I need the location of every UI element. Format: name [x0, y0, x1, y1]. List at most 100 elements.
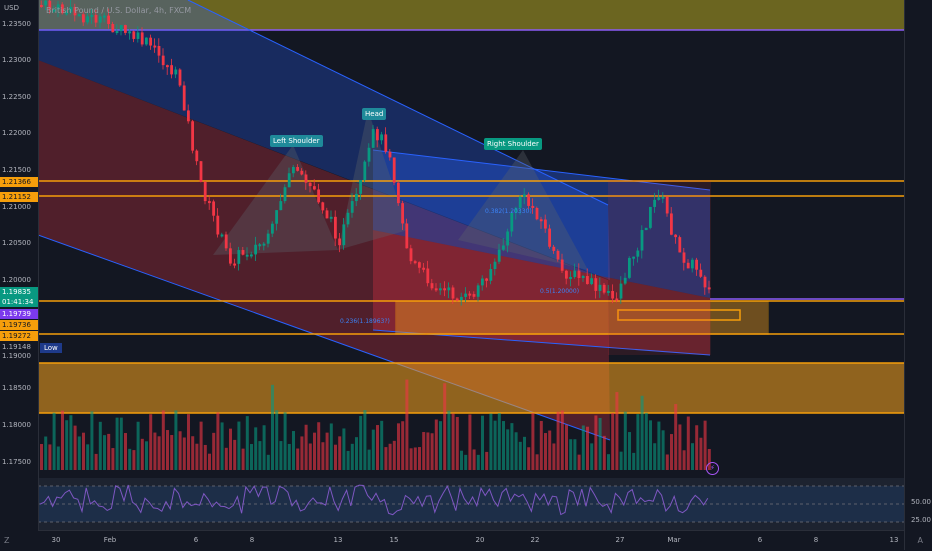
- volume-bar: [682, 450, 686, 470]
- zoom-button[interactable]: Z: [4, 536, 10, 545]
- price-axis[interactable]: USD 1.23500 1.23000 1.22500 1.22000 1.21…: [0, 0, 39, 550]
- volume-bar: [535, 454, 539, 470]
- volume-bar: [346, 450, 350, 470]
- time-tick: 8: [813, 536, 819, 544]
- candle-body: [103, 15, 106, 18]
- candle-body: [527, 194, 530, 206]
- volume-bar: [556, 411, 560, 470]
- volume-bar: [699, 437, 703, 470]
- volume-bar: [413, 447, 417, 470]
- candle-body: [552, 246, 556, 251]
- candle-body: [539, 219, 543, 222]
- volume-bar: [203, 444, 207, 470]
- volume-bar: [132, 450, 136, 470]
- volume-bar: [279, 441, 283, 470]
- candle-body: [82, 14, 85, 23]
- volume-bar: [262, 425, 266, 470]
- candle-body: [640, 230, 644, 251]
- volume-bar: [602, 435, 606, 470]
- volume-bar: [338, 436, 342, 470]
- candle-body: [363, 161, 367, 181]
- candle-body: [413, 261, 417, 264]
- volume-bar: [430, 433, 434, 470]
- volume-bar: [250, 444, 253, 470]
- volume-bar: [329, 423, 333, 470]
- label-low: Low: [40, 343, 62, 353]
- candle-body: [56, 4, 60, 10]
- candle-body: [115, 31, 119, 34]
- volume-bar: [695, 425, 699, 470]
- candle-body: [195, 150, 199, 162]
- volume-bar: [90, 411, 94, 470]
- candle-body: [359, 180, 362, 194]
- candle-body: [531, 205, 535, 208]
- candle-body: [77, 14, 81, 17]
- volume-bar: [224, 447, 228, 470]
- rsi-line: [39, 484, 709, 516]
- candle-body: [598, 284, 602, 291]
- price-tag-low: 1.19148: [0, 342, 38, 352]
- candle-body: [418, 262, 421, 268]
- volume-bar: [632, 452, 636, 470]
- volume-bar: [531, 413, 535, 470]
- candle-body: [577, 270, 581, 279]
- candle-body: [674, 234, 677, 238]
- volume-bar: [590, 443, 594, 470]
- volume-bar: [464, 454, 468, 470]
- volume-bar: [703, 420, 707, 470]
- rsi-axis[interactable]: 50.00 25.00 A: [904, 0, 932, 550]
- time-axis[interactable]: 30 Feb 6 8 13 15 20 22 27 Mar 6 8 13: [38, 530, 904, 551]
- time-tick: 8: [249, 536, 255, 544]
- candle-body: [275, 210, 278, 224]
- candle-body: [485, 278, 488, 281]
- candle-body: [497, 249, 501, 262]
- price-tick: 1.18500: [2, 384, 31, 392]
- candle-body: [271, 223, 274, 234]
- volume-bar: [615, 392, 619, 470]
- volume-bar: [405, 379, 409, 470]
- candle-body: [426, 268, 430, 284]
- volume-bar: [619, 451, 623, 470]
- candle-body: [317, 189, 320, 203]
- channel-2-upper: [373, 150, 710, 298]
- volume-bar: [119, 417, 123, 470]
- candle-body: [430, 283, 434, 289]
- volume-bar: [611, 412, 615, 470]
- candle-body: [229, 248, 232, 264]
- candle-body: [703, 276, 707, 288]
- volume-bar: [149, 414, 153, 470]
- candle-body: [107, 15, 110, 24]
- volume-bar: [342, 428, 346, 470]
- volume-bar: [145, 441, 148, 470]
- volume-bar: [308, 443, 312, 470]
- alert-icon[interactable]: ⚡: [706, 462, 719, 475]
- price-chart[interactable]: [38, 0, 904, 530]
- auto-scale-button[interactable]: A: [917, 536, 923, 545]
- volume-bar: [401, 421, 405, 470]
- candle-body: [48, 0, 52, 10]
- volume-bar: [86, 444, 90, 470]
- candle-body: [649, 206, 652, 228]
- candle-body: [174, 69, 178, 75]
- candle-body: [565, 270, 568, 279]
- volume-bar: [518, 441, 522, 470]
- volume-bar: [128, 448, 132, 470]
- volume-bar: [678, 424, 682, 470]
- candle-body: [602, 284, 606, 293]
- candle-body: [254, 244, 257, 255]
- time-tick: 6: [193, 536, 199, 544]
- candle-body: [447, 287, 451, 291]
- candle-body: [237, 250, 241, 264]
- volume-bar: [107, 433, 111, 470]
- volume-bar: [380, 420, 384, 470]
- volume-bars: [40, 379, 711, 470]
- candle-body: [489, 269, 493, 281]
- candle-body: [346, 212, 350, 225]
- volume-bar: [98, 421, 102, 470]
- volume-bar: [409, 448, 413, 470]
- candle-body: [187, 110, 190, 122]
- candle-body: [128, 31, 131, 34]
- time-tick: 22: [530, 536, 540, 544]
- volume-bar: [157, 436, 161, 470]
- candle-body: [455, 298, 459, 301]
